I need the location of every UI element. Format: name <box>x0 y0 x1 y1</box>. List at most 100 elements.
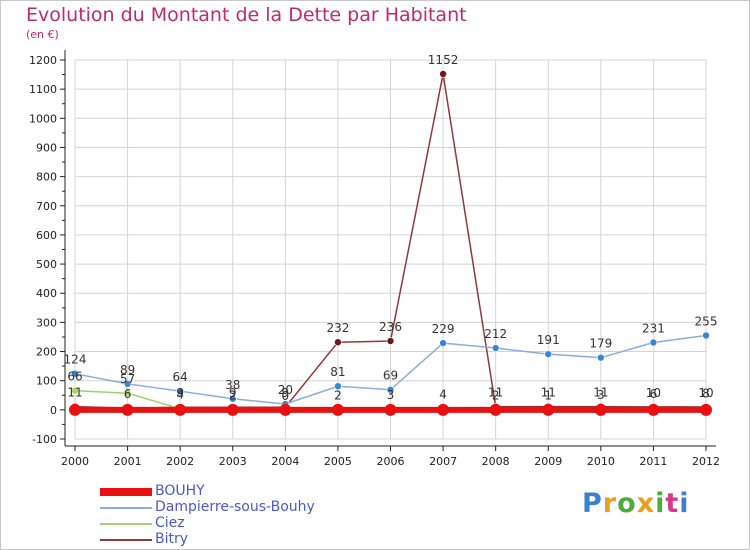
data-label-bitry: 236 <box>379 320 402 334</box>
point-bouhy <box>542 403 555 416</box>
point-bitry <box>386 337 395 345</box>
data-label-dampierre-sous-bouhy: 124 <box>64 353 87 367</box>
data-label-dampierre-sous-bouhy: 191 <box>537 333 560 347</box>
point-bouhy <box>437 403 450 416</box>
legend-swatch <box>100 523 152 525</box>
point-bouhy <box>121 403 134 416</box>
y-tick-label: 800 <box>36 171 57 184</box>
data-label-dampierre-sous-bouhy: 212 <box>484 327 507 341</box>
point-bitry <box>334 338 342 347</box>
point-dampierre-sous-bouhy <box>123 380 132 388</box>
x-tick-label: 2009 <box>534 455 562 468</box>
legend-swatch <box>100 507 152 509</box>
x-tick-label: 2002 <box>166 455 194 468</box>
y-tick-label: 900 <box>36 141 57 154</box>
data-label-ciez: 6 <box>650 387 658 401</box>
point-dampierre-sous-bouhy <box>702 331 710 340</box>
point-bouhy <box>594 403 607 416</box>
logo-letter: i <box>655 488 666 519</box>
y-tick-label: 700 <box>36 200 57 213</box>
data-label-dampierre-sous-bouhy: 81 <box>330 365 345 379</box>
y-tick-label: 1000 <box>29 112 57 125</box>
x-tick-label: 2000 <box>61 455 89 468</box>
data-label-dampierre-sous-bouhy: 64 <box>173 370 188 384</box>
point-dampierre-sous-bouhy <box>597 353 605 362</box>
x-tick-label: 2003 <box>219 455 247 468</box>
data-label-bitry: 10 <box>646 386 661 400</box>
data-label-ciez: 8 <box>702 387 710 401</box>
point-ciez <box>123 389 132 398</box>
point-dampierre-sous-bouhy <box>439 339 447 347</box>
data-label-bitry: 11 <box>67 386 82 400</box>
point-dampierre-sous-bouhy <box>334 382 342 391</box>
proxiti-logo: Proxiti <box>582 488 690 519</box>
legend-label: BOUHY <box>155 483 205 499</box>
point-ciez <box>71 386 79 395</box>
y-tick-label: 0 <box>50 404 57 417</box>
data-label-bitry: 10 <box>698 386 713 400</box>
data-label-ciez: 1 <box>544 389 552 403</box>
x-tick-label: 2007 <box>429 455 457 468</box>
data-label-bitry: 9 <box>282 386 290 400</box>
point-dampierre-sous-bouhy <box>649 338 658 347</box>
legend-label: Ciez <box>155 515 185 531</box>
logo-letter: r <box>602 488 618 519</box>
point-bouhy <box>174 403 187 416</box>
point-dampierre-sous-bouhy <box>491 344 500 352</box>
data-label-bitry: 11 <box>488 386 503 400</box>
data-label-dampierre-sous-bouhy: 69 <box>383 369 398 383</box>
legend-swatch <box>100 539 152 541</box>
data-label-ciez: 4 <box>176 388 184 402</box>
legend-swatch <box>100 488 152 496</box>
data-label-ciez: 2 <box>334 388 342 402</box>
logo-letter: P <box>582 488 603 519</box>
chart-title: Evolution du Montant de la Dette par Hab… <box>26 4 467 26</box>
y-tick-label: 600 <box>36 229 57 242</box>
data-label-ciez: 3 <box>387 388 395 402</box>
y-tick-label: 1200 <box>29 54 57 67</box>
point-dampierre-sous-bouhy <box>71 369 79 378</box>
data-label-ciez: 4 <box>439 388 447 402</box>
data-label-ciez: 57 <box>120 372 135 386</box>
data-label-bitry: 6 <box>124 387 132 401</box>
data-label-dampierre-sous-bouhy: 255 <box>695 315 718 329</box>
data-label-ciez: 3 <box>597 388 605 402</box>
data-label-dampierre-sous-bouhy: 179 <box>589 337 612 351</box>
point-dampierre-sous-bouhy <box>228 394 237 403</box>
chart-subtitle: (en €) <box>26 28 59 41</box>
logo-letter: o <box>617 488 637 519</box>
data-label-bitry: 11 <box>541 386 556 400</box>
point-dampierre-sous-bouhy <box>176 387 184 395</box>
data-label-bitry: 9 <box>176 386 184 400</box>
data-label-ciez: 66 <box>67 370 82 384</box>
logo-letter: x <box>636 488 656 519</box>
point-bouhy <box>700 403 712 416</box>
x-tick-label: 2004 <box>271 455 299 468</box>
data-label-ciez: 2 <box>229 388 237 402</box>
data-label-ciez: 0 <box>282 389 290 403</box>
point-bouhy <box>69 403 81 416</box>
x-tick-label: 2006 <box>377 455 405 468</box>
x-tick-label: 2012 <box>692 455 720 468</box>
data-label-ciez: 2 <box>492 388 500 402</box>
data-label-bitry: 1152 <box>428 53 459 67</box>
point-bouhy <box>647 403 660 416</box>
x-tick-label: 2011 <box>639 455 667 468</box>
y-tick-label: -100 <box>32 433 57 446</box>
logo-letter: i <box>679 488 690 519</box>
y-tick-label: 200 <box>36 346 57 359</box>
point-dampierre-sous-bouhy <box>544 350 553 358</box>
data-label-dampierre-sous-bouhy: 229 <box>432 322 455 336</box>
data-label-dampierre-sous-bouhy: 89 <box>120 363 135 377</box>
x-tick-label: 2008 <box>482 455 510 468</box>
legend-label: Dampierre-sous-Bouhy <box>155 499 315 515</box>
y-tick-label: 1100 <box>29 83 57 96</box>
data-label-bitry: 232 <box>326 321 349 335</box>
data-label-dampierre-sous-bouhy: 231 <box>642 322 665 336</box>
point-bouhy <box>489 403 502 416</box>
point-bitry <box>439 70 447 78</box>
data-label-bitry: 9 <box>229 386 237 400</box>
x-tick-label: 2001 <box>114 455 142 468</box>
